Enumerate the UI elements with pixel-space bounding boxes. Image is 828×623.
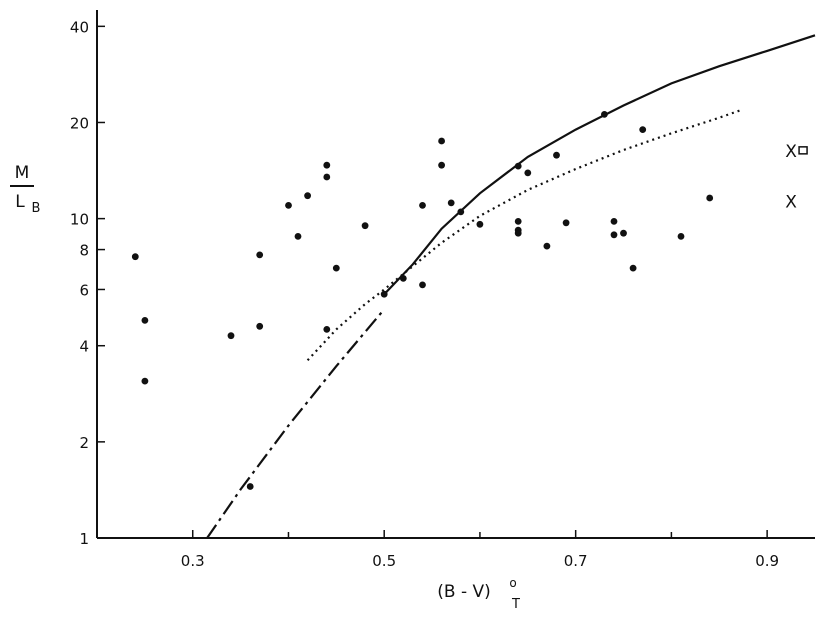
data-point: [323, 161, 331, 169]
y-tick-label: 6: [79, 281, 89, 299]
marker-label: X: [785, 193, 797, 213]
data-point: [380, 290, 388, 298]
data-point: [639, 126, 647, 133]
data-point: [514, 218, 522, 225]
data-point: [323, 173, 331, 181]
data-points: [131, 111, 714, 490]
data-point: [457, 208, 465, 216]
x-axis-label-subscript: T: [511, 597, 520, 612]
data-point: [476, 220, 484, 228]
data-point: [438, 137, 445, 145]
curve-solid: [383, 34, 816, 295]
data-point: [620, 229, 627, 237]
y-tick-label: 40: [70, 18, 89, 36]
data-point: [610, 231, 618, 239]
y-tick-label: 20: [70, 114, 89, 132]
data-point: [706, 194, 714, 202]
data-point: [141, 317, 149, 324]
x-tick-label: 0.3: [181, 552, 205, 570]
y-axis-label-subscript: B: [32, 201, 41, 216]
data-point: [419, 202, 426, 209]
data-point: [629, 264, 637, 272]
y-tick-label: 4: [79, 338, 89, 356]
data-point: [438, 161, 445, 169]
data-point: [304, 192, 311, 200]
data-point: [246, 483, 254, 490]
data-point: [514, 162, 522, 170]
x-tick-label: 0.7: [564, 552, 588, 570]
data-point: [562, 219, 570, 227]
data-point: [323, 326, 331, 333]
curve-dashdot: [206, 308, 386, 539]
markers: XX: [785, 142, 808, 213]
y-tick-label: 10: [70, 211, 89, 229]
axis-labels: M L B (B - V) o T: [10, 163, 520, 612]
data-point: [543, 242, 551, 250]
data-point: [610, 218, 618, 225]
data-point: [256, 322, 264, 330]
x-axis-label-superscript: o: [509, 576, 516, 590]
data-point: [553, 151, 560, 159]
data-point: [677, 233, 685, 240]
y-tick-label: 1: [79, 530, 89, 548]
data-point: [131, 253, 139, 261]
data-point: [419, 281, 426, 289]
data-point: [361, 222, 369, 230]
x-tick-label: 0.9: [755, 552, 779, 570]
data-point: [294, 233, 302, 240]
data-point: [601, 111, 608, 118]
data-point: [447, 199, 455, 207]
data-point: [332, 264, 340, 272]
data-point: [285, 202, 292, 209]
y-tick-label: 8: [79, 242, 89, 260]
marker-label: X: [785, 142, 797, 162]
axes: 1 2 4 6 8 10 20 40 0.3 0.5 0.7 0.9: [70, 10, 815, 570]
x-tick-label: 0.5: [372, 552, 396, 570]
data-point: [399, 275, 407, 282]
curves: [206, 34, 816, 539]
data-point: [227, 332, 235, 340]
marker-box: [798, 146, 808, 155]
data-point: [256, 251, 264, 259]
data-point: [514, 229, 522, 237]
data-point: [141, 377, 149, 385]
y-tick-label: 2: [79, 434, 89, 452]
x-axis-label-main: (B - V): [437, 582, 491, 602]
data-point: [524, 169, 532, 177]
y-axis-label-bottom: L: [15, 192, 25, 212]
y-axis-label-top: M: [15, 163, 30, 183]
